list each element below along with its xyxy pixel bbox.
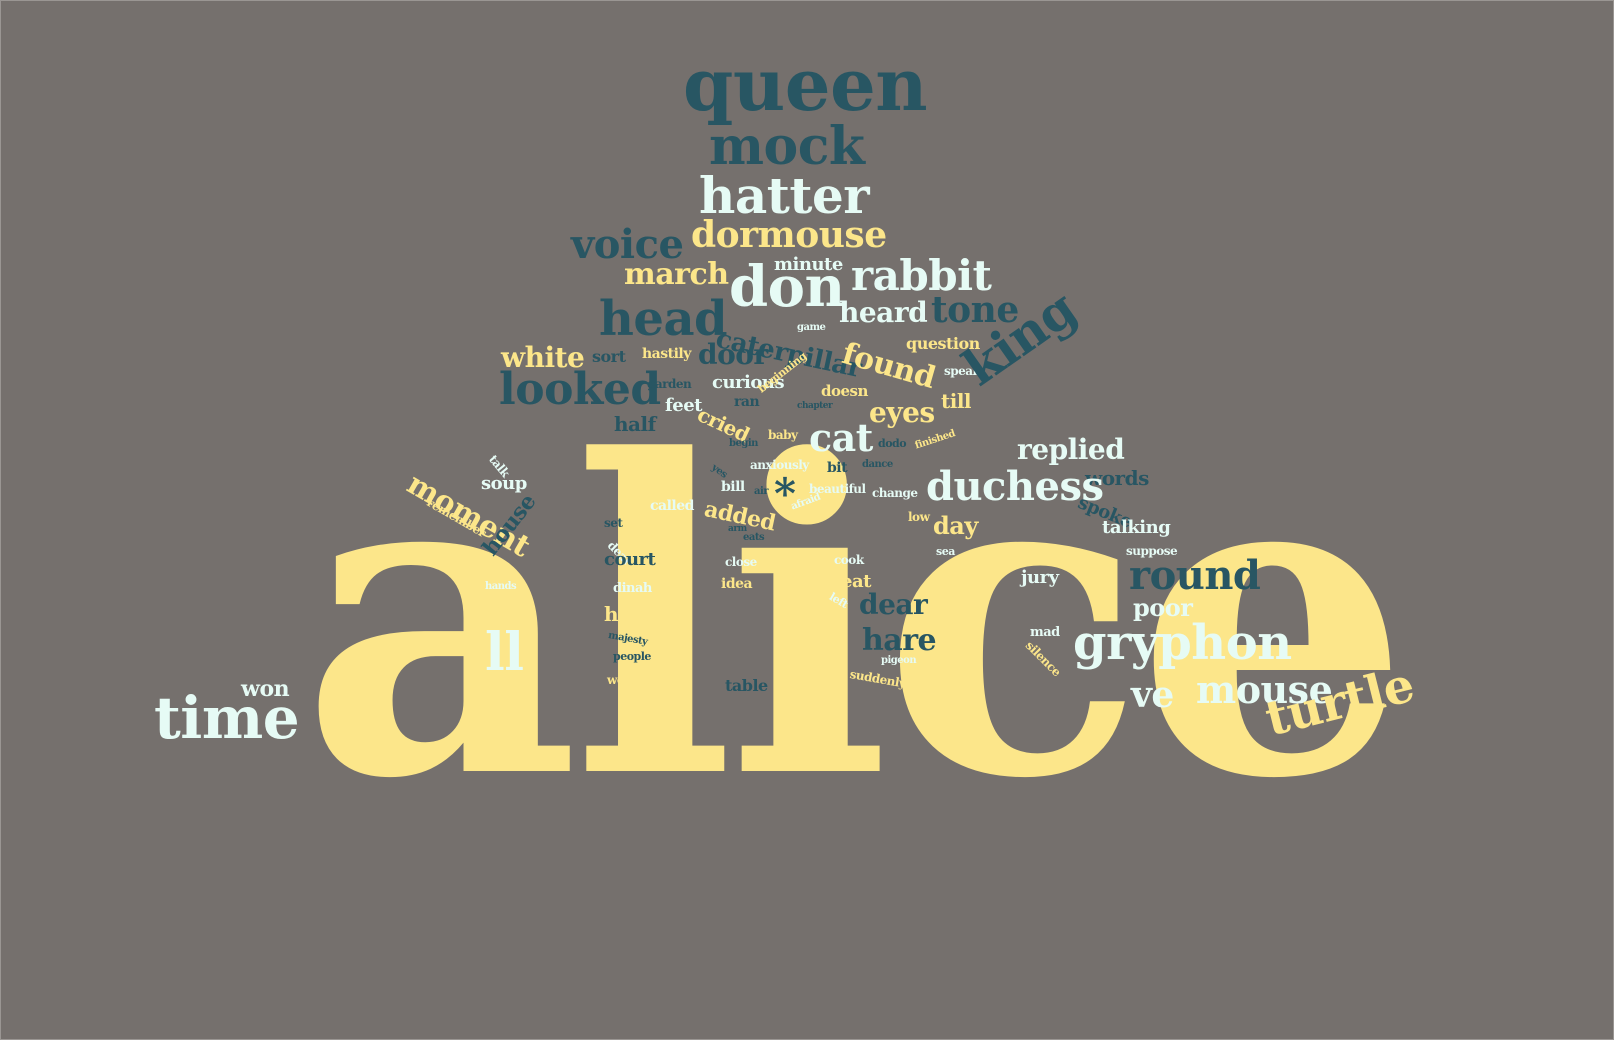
word-duchess: duchess — [926, 463, 1104, 510]
word-change: change — [872, 486, 918, 500]
word-wouldn: wouldn — [607, 673, 653, 687]
word-beautiful: beautiful — [809, 482, 866, 496]
word-mad: mad — [1030, 625, 1060, 640]
word-game: game — [797, 322, 826, 333]
word-head: head — [599, 291, 728, 347]
word-question: question — [906, 334, 980, 353]
word-people: people — [613, 650, 651, 663]
word-alice: alice — [301, 368, 1410, 873]
word-speak: speak — [944, 364, 981, 378]
word-dormouse: dormouse — [691, 214, 887, 256]
word-baby: baby — [768, 428, 798, 442]
word-eyes: eyes — [869, 396, 935, 429]
word-air: air — [754, 486, 769, 497]
word-ran: ran — [734, 394, 760, 410]
word-dodo: dodo — [878, 437, 907, 450]
word-heard: heard — [839, 296, 928, 329]
word-anxiously: anxiously — [750, 458, 809, 472]
word-garden: garden — [647, 377, 692, 391]
word-close: close — [725, 555, 757, 569]
word-asterisk: * — [774, 469, 796, 518]
word-court: court — [604, 549, 656, 570]
word-hatter: hatter — [699, 166, 870, 225]
word-mouse: mouse — [1196, 667, 1333, 712]
word-minute: minute — [774, 254, 843, 275]
word-rabbit: rabbit — [851, 251, 992, 300]
word-dear: dear — [859, 588, 928, 621]
word-talking: talking — [1102, 517, 1171, 538]
word-voice: voice — [571, 221, 684, 268]
word-white: white — [501, 341, 585, 374]
word-bit: bit — [827, 460, 848, 476]
word-eats: eats — [743, 532, 765, 543]
word-begin: begin — [729, 438, 758, 449]
word-dinah: dinah — [613, 581, 652, 596]
word-doesn: doesn — [821, 382, 868, 400]
word-mock: mock — [709, 116, 865, 177]
word-dance: dance — [862, 459, 893, 470]
word-jury: jury — [1021, 567, 1059, 588]
word-curious: curious — [712, 372, 785, 393]
word-don: don — [729, 254, 845, 320]
word-set: set — [604, 516, 623, 530]
word-chapter: chapter — [797, 401, 833, 411]
word-idea: idea — [721, 576, 753, 592]
word-didn: didn — [621, 485, 655, 501]
word-eat: eat — [841, 571, 871, 592]
word-low: low — [908, 510, 930, 524]
word-half: half — [614, 412, 656, 436]
word-called: called — [650, 498, 694, 514]
word-looked: looked — [499, 364, 661, 415]
word-door: door — [698, 338, 768, 371]
word-arm: arm — [728, 524, 747, 534]
word-words: words — [1085, 466, 1149, 490]
word-cook: cook — [834, 553, 864, 567]
word-grow: grow — [487, 604, 513, 615]
word-sort: sort — [592, 347, 626, 366]
word-round: round — [1129, 552, 1261, 599]
word-hand: hand — [604, 602, 659, 626]
word-poor: poor — [1133, 593, 1193, 622]
word-queen: queen — [683, 42, 928, 127]
word-ve: ve — [1131, 674, 1174, 716]
word-bear: bear — [614, 457, 643, 471]
word-bill: bill — [721, 479, 745, 495]
word-time: time — [154, 684, 300, 752]
word-till: till — [941, 389, 972, 413]
word-hare: hare — [862, 623, 937, 658]
word-soup: soup — [481, 473, 527, 494]
word-won: won — [241, 676, 290, 702]
word-size: size — [1031, 545, 1053, 558]
word-gryphon: gryphon — [1073, 615, 1292, 671]
word-sea: sea — [936, 545, 955, 558]
word-feet: feet — [665, 395, 702, 416]
word-tone: tone — [931, 289, 1019, 331]
word-replied: replied — [1017, 433, 1125, 466]
word-suppose: suppose — [1126, 544, 1178, 558]
word-day: day — [933, 511, 978, 540]
word-ll: ll — [485, 622, 524, 683]
word-hastily: hastily — [642, 346, 691, 362]
word-table: table — [725, 676, 768, 695]
word-march: march — [624, 257, 729, 292]
word-pigeon: pigeon — [881, 655, 917, 666]
word-cat: cat — [809, 415, 873, 460]
word-hands: hands — [485, 581, 517, 592]
